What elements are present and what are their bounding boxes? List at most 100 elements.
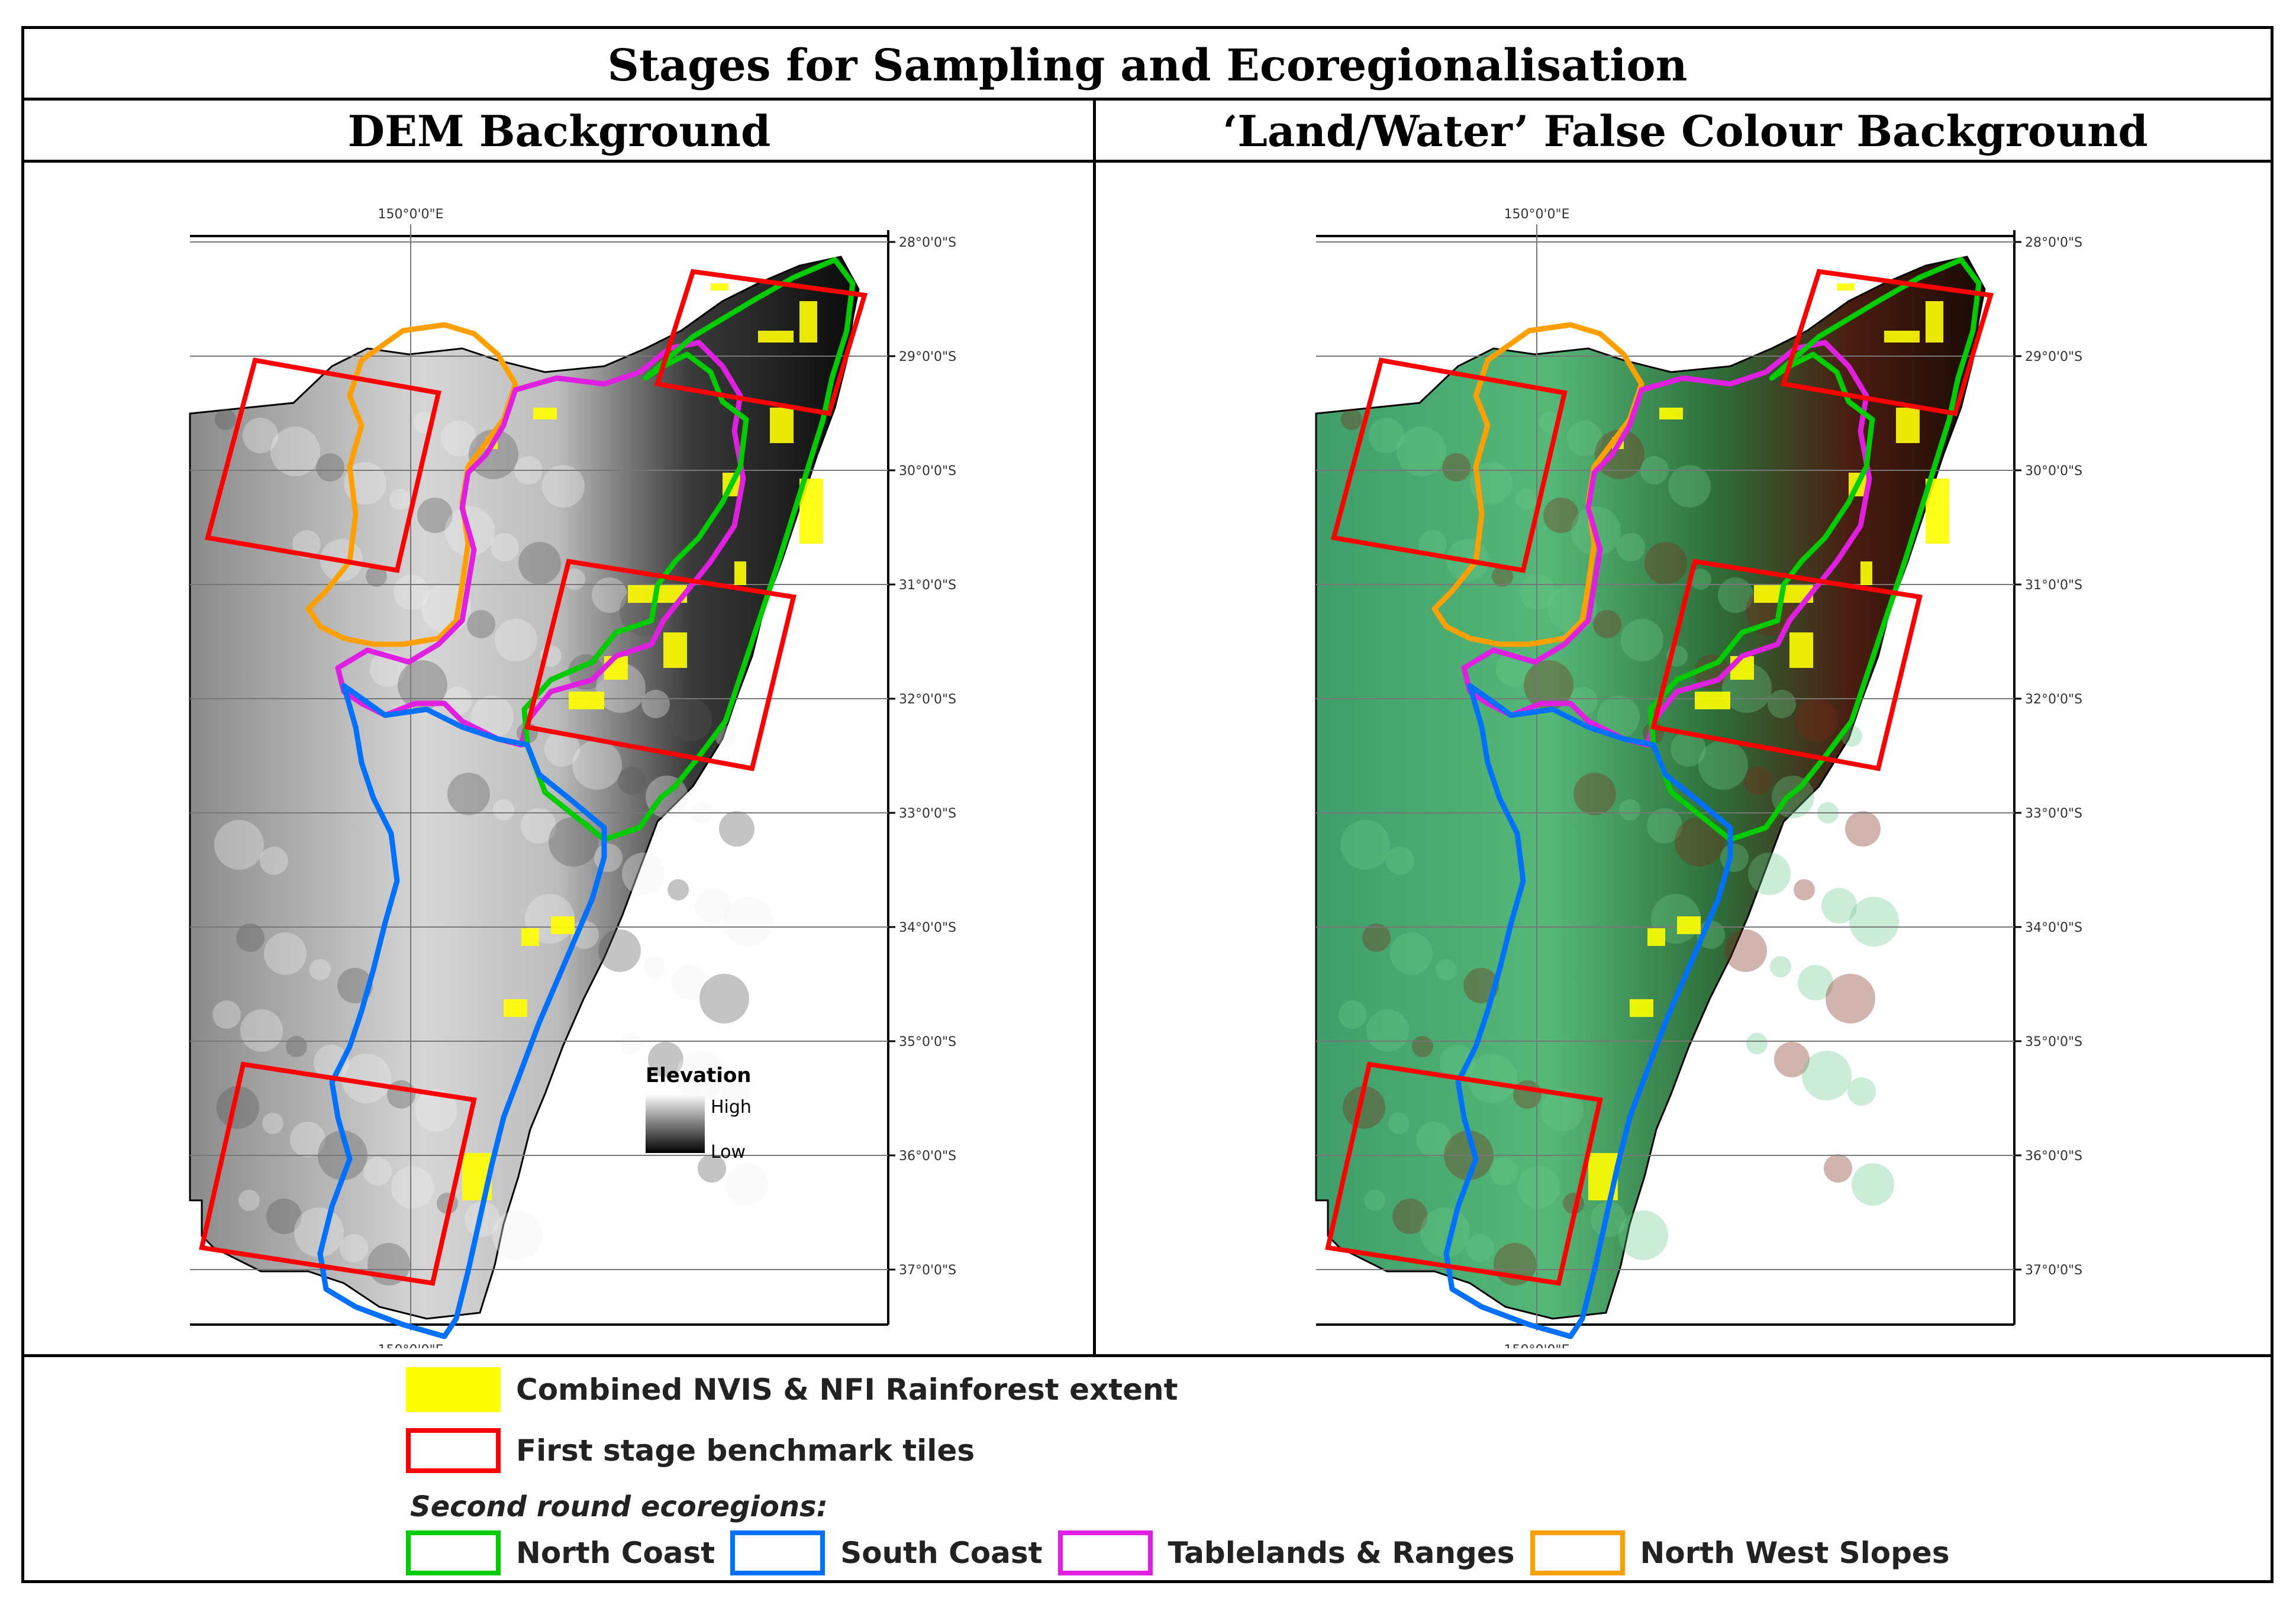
terrain-patch <box>723 897 773 947</box>
divider <box>1093 98 1096 1357</box>
lat-label: 33°0'0"S <box>2025 806 2082 821</box>
terrain-patch <box>366 566 387 587</box>
terrain-patch <box>1468 1054 1517 1103</box>
terrain-patch <box>721 1077 750 1106</box>
lat-label: 31°0'0"S <box>2025 578 2082 593</box>
tablelands-swatch <box>1057 1530 1153 1575</box>
terrain-patch <box>1617 533 1645 561</box>
terrain-patch <box>1388 1113 1410 1134</box>
divider <box>24 98 2271 101</box>
terrain-patch <box>1412 1036 1433 1057</box>
terrain-patch <box>1567 421 1602 456</box>
terrain-patch <box>1795 699 1838 741</box>
dem-map-svg: 28°0'0"S 29°0'0"S 30°0'0"S 31°0'0"S 32°0'0"S… <box>189 207 956 1348</box>
terrain-patch <box>1644 542 1687 584</box>
terrain-patch <box>1798 965 1833 1000</box>
benchmark-tile <box>1780 269 1994 416</box>
terrain-patch <box>695 888 731 923</box>
terrain-patch <box>309 959 331 980</box>
terrain-patch <box>266 1199 302 1234</box>
lat-label: 36°0'0"S <box>2025 1149 2082 1164</box>
terrain-patch <box>518 542 561 584</box>
terrain-patch <box>217 1086 259 1129</box>
north-west-slopes-outline <box>1431 322 1644 647</box>
terrain-patch <box>1621 619 1663 661</box>
terrain-patch <box>493 799 514 821</box>
lat-label: 29°0'0"S <box>899 350 956 364</box>
terrain-patch <box>214 820 264 870</box>
lat-label: 37°0'0"S <box>899 1263 956 1278</box>
elevation-legend-title: Elevation <box>646 1064 752 1087</box>
terrain-patch <box>1436 959 1457 980</box>
terrain-patch <box>1768 690 1796 718</box>
terrain-patch <box>1343 1086 1385 1129</box>
rainforest-patch <box>1789 632 1813 668</box>
terrain-patch <box>1647 808 1682 844</box>
figure-frame: Stages for Sampling and Ecoregionalisati… <box>21 26 2274 1583</box>
lat-label: 36°0'0"S <box>899 1149 956 1164</box>
lat-label: 28°0'0"S <box>899 235 956 250</box>
tiles-swatch <box>406 1428 501 1473</box>
lat-label: 30°0'0"S <box>2025 464 2082 479</box>
rainforest-patch <box>734 561 746 585</box>
lat-label: 28°0'0"S <box>2025 235 2082 250</box>
terrain-patch <box>1774 1042 1810 1077</box>
elevation-high-label: High <box>711 1097 752 1118</box>
rainforest-patch <box>711 283 728 290</box>
terrain-patch <box>1849 897 1899 947</box>
lat-label: 30°0'0"S <box>899 464 956 479</box>
terrain-patch <box>1718 577 1753 613</box>
terrain-patch <box>594 844 623 872</box>
terrain-patch <box>1492 566 1513 587</box>
terrain-patch <box>719 811 754 847</box>
north-west-slopes-outline <box>305 322 518 647</box>
divider <box>24 160 2271 163</box>
benchmark-tile <box>1650 558 1923 771</box>
benchmark-tile <box>199 1061 477 1286</box>
terrain-patch <box>290 1122 325 1157</box>
terrain-patch <box>641 690 670 718</box>
terrain-patch <box>592 577 627 613</box>
terrain-patch <box>469 429 518 479</box>
terrain-patch <box>1847 1077 1876 1106</box>
terrain-patch <box>1397 427 1446 476</box>
terrain-patch <box>1845 811 1881 847</box>
terrain-patch <box>1339 1000 1367 1029</box>
terrain-patch <box>340 1234 368 1262</box>
terrain-patch <box>212 1000 241 1029</box>
dem-map-body: 28°0'0"S 29°0'0"S 30°0'0"S 31°0'0"S 32°0'0"S… <box>189 207 956 1348</box>
terrain-patch <box>1597 696 1640 738</box>
rainforest-patch <box>1730 656 1754 680</box>
terrain-patch <box>1770 956 1791 977</box>
divider <box>24 1354 2271 1357</box>
terrain-patch <box>620 1033 641 1054</box>
benchmark-tile <box>1331 357 1568 573</box>
terrain-patch <box>316 453 344 482</box>
terrain-patch <box>1595 429 1644 479</box>
legend-tiles-label: First stage benchmark tiles <box>516 1433 975 1468</box>
terrain-patch <box>1543 498 1579 533</box>
legend-subheading: Second round ecoregions: <box>410 1490 828 1523</box>
terrain-patch <box>1386 847 1414 875</box>
terrain-patch <box>1748 852 1791 895</box>
fc-map-body: 28°0'0"S 29°0'0"S 30°0'0"S 31°0'0"S 32°0'0"S… <box>1315 207 2082 1348</box>
terrain-patch <box>1573 773 1616 815</box>
terrain-patch <box>1821 888 1857 923</box>
terrain-patch <box>1365 1190 1386 1211</box>
terrain-patch <box>544 731 580 767</box>
terrain-patch <box>521 808 556 844</box>
rainforest-patch <box>1837 283 1855 290</box>
terrain-patch <box>270 427 320 476</box>
north-coast-swatch <box>406 1530 501 1575</box>
terrain-patch <box>676 1051 725 1100</box>
land-area <box>189 256 860 1320</box>
lon-label-bottom: 150°0'0"E <box>1504 1343 1569 1348</box>
terrain-patch <box>1340 820 1390 870</box>
terrain-patch <box>243 418 278 453</box>
terrain-patch <box>363 1157 392 1186</box>
legend-north-west-slopes-label: North West Slopes <box>1640 1536 1950 1570</box>
terrain-patch <box>644 956 665 977</box>
terrain-patch <box>1746 1033 1768 1054</box>
rainforest-patch <box>770 408 794 443</box>
terrain-patch <box>264 932 307 975</box>
